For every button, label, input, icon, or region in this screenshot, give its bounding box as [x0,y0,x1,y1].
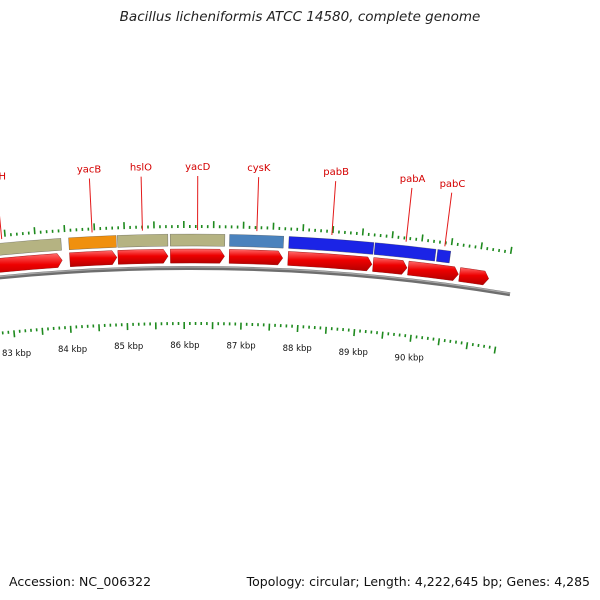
inner-tick [353,328,356,337]
gene-label[interactable]: yacB [77,165,102,176]
outer-tick [509,246,513,254]
cds-arrow[interactable] [0,253,63,279]
gene-feature[interactable] [68,235,117,250]
gene-feature-sheen [68,233,117,238]
outer-tick [391,231,394,239]
inner-tick [409,334,412,342]
axis-tick-label: 90 kbp [395,354,424,364]
outer-tick [33,227,36,235]
gene-label-leader [331,181,337,236]
axis-tick-label: 88 kbp [283,344,312,354]
gene-feature[interactable] [117,233,169,248]
axis-tick-label: 87 kbp [226,342,255,352]
gene-feature[interactable] [229,234,284,249]
gene-feature[interactable] [436,249,451,264]
gene-label[interactable]: cysK [247,163,271,174]
feature-layer [0,232,452,264]
gene-feature-sheen [0,236,61,244]
backbone-highlight [0,266,511,294]
cds-arrow[interactable] [117,248,169,265]
axis-tick-label: 86 kbp [170,341,199,351]
backbone-layer [0,266,511,297]
gene-label[interactable]: pabA [400,174,426,185]
gene-feature-sheen [289,234,375,243]
gene-label-leader [140,176,143,231]
axis-tick-label: 85 kbp [114,342,143,352]
axis-tick-label: 83 kbp [2,349,31,359]
outer-tick [450,238,454,246]
gene-feature-sheen [375,240,437,250]
outer-tick [421,234,424,242]
tick-layer [1,221,513,354]
gene-feature-sheen [117,232,168,236]
cds-arrow[interactable] [228,249,283,266]
accession-text: Accession: NC_006322 [9,574,152,589]
inner-tick [41,327,44,335]
inner-tick [493,346,497,354]
outer-tick [480,242,483,250]
cds-arrow[interactable] [69,250,118,267]
gene-feature-sheen [170,232,225,235]
inner-tick [381,331,384,339]
gene-label[interactable]: hslO [130,163,152,174]
outer-tick [3,229,6,237]
genome-summary-text: Topology: circular; Length: 4,222,645 bp… [246,574,590,589]
gene-feature[interactable] [170,233,226,247]
cds-arrow[interactable] [372,257,408,275]
gene-feature-sheen [229,232,284,237]
gene-label-leader [256,177,260,232]
cds-arrow[interactable] [170,248,225,264]
gene-feature[interactable] [373,242,437,262]
backbone-line [0,266,511,297]
gene-feature-sheen [437,247,452,252]
gene-label[interactable]: pabB [323,167,349,178]
gene-label-leader [0,215,3,240]
gene-label-leader [88,178,93,233]
inner-tick [465,342,469,350]
map-title: Bacillus licheniformis ATCC 14580, compl… [119,9,481,25]
gene-label[interactable]: pabC [440,179,466,190]
gene-label-leader [444,192,453,247]
cds-arrow[interactable] [458,267,489,286]
inner-tick [13,330,16,338]
inner-tick [437,338,441,346]
cds-arrow[interactable] [287,251,373,272]
cds-layer [0,248,489,286]
gene-label-leader [405,187,413,242]
gene-feature[interactable] [0,238,62,261]
axis-tick-label: 89 kbp [339,348,368,358]
gene-label[interactable]: yacD [185,162,211,173]
cds-arrow[interactable] [407,260,459,281]
axis-tick-label: 84 kbp [58,345,87,355]
outer-tick [361,228,365,236]
gene-feature[interactable] [288,236,375,255]
gene-label[interactable]: ftsH [0,171,6,182]
